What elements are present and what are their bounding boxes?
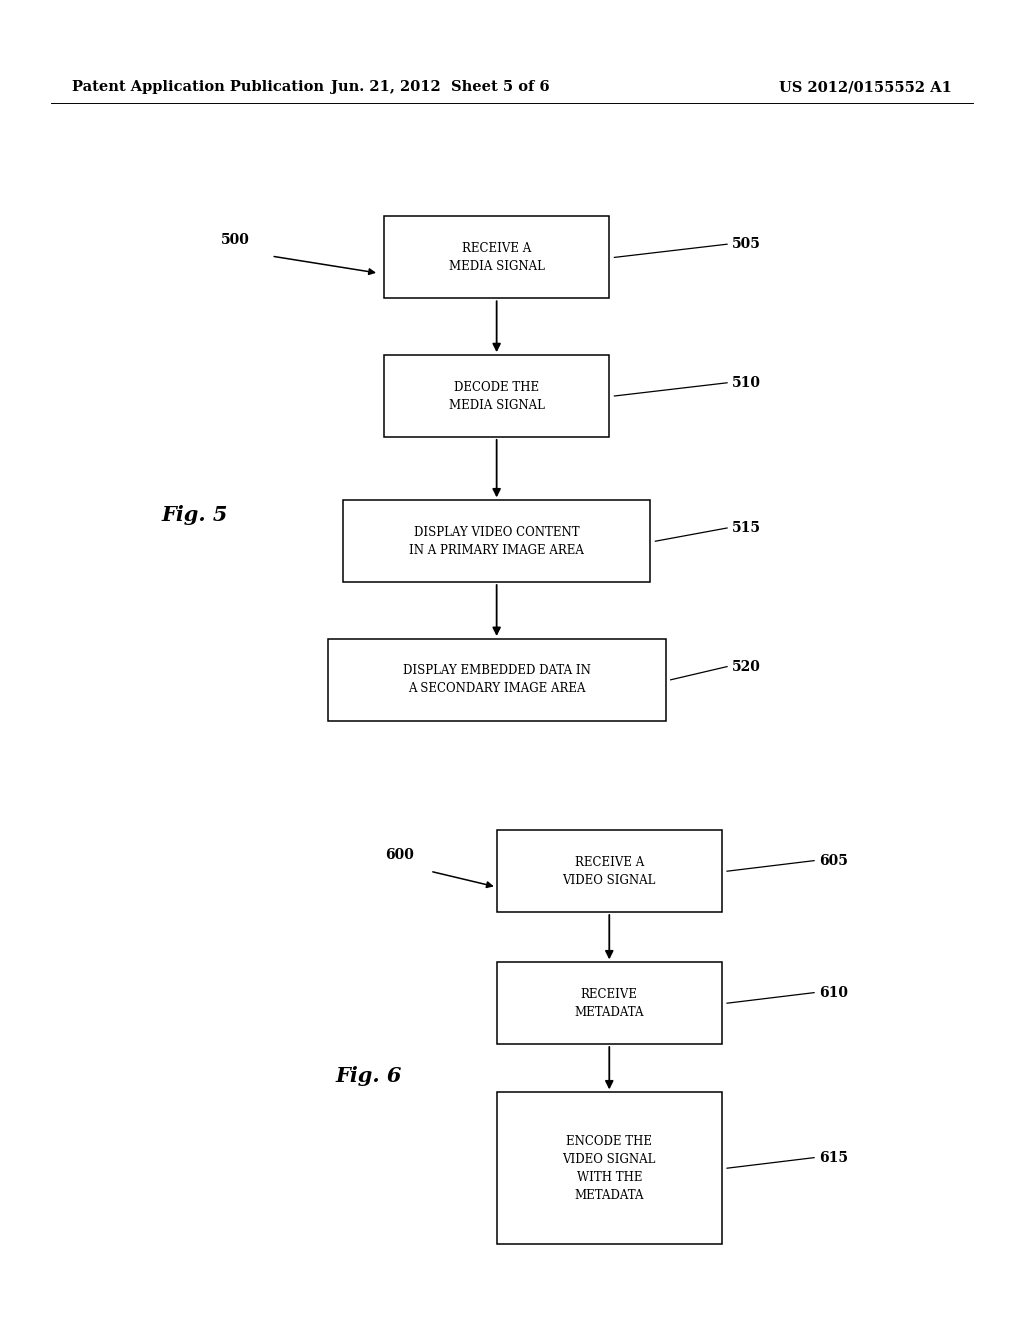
Text: Fig. 6: Fig. 6 <box>336 1065 401 1086</box>
Text: 605: 605 <box>819 854 848 867</box>
Text: Fig. 5: Fig. 5 <box>162 504 227 525</box>
Text: 600: 600 <box>385 849 414 862</box>
Text: 510: 510 <box>732 376 761 389</box>
Bar <box>384 355 609 437</box>
Text: 610: 610 <box>819 986 848 999</box>
Text: RECEIVE
METADATA: RECEIVE METADATA <box>574 987 644 1019</box>
Bar <box>328 639 666 721</box>
Text: 500: 500 <box>221 234 250 247</box>
Text: DISPLAY EMBEDDED DATA IN
A SECONDARY IMAGE AREA: DISPLAY EMBEDDED DATA IN A SECONDARY IMA… <box>402 664 591 696</box>
Text: 615: 615 <box>819 1151 848 1164</box>
Text: Patent Application Publication: Patent Application Publication <box>72 81 324 94</box>
Bar <box>343 500 650 582</box>
Text: 515: 515 <box>732 521 761 535</box>
Bar <box>497 1093 722 1243</box>
Text: US 2012/0155552 A1: US 2012/0155552 A1 <box>779 81 952 94</box>
Text: DISPLAY VIDEO CONTENT
IN A PRIMARY IMAGE AREA: DISPLAY VIDEO CONTENT IN A PRIMARY IMAGE… <box>410 525 584 557</box>
Text: DECODE THE
MEDIA SIGNAL: DECODE THE MEDIA SIGNAL <box>449 380 545 412</box>
Bar <box>497 962 722 1044</box>
Bar <box>384 216 609 298</box>
Text: ENCODE THE
VIDEO SIGNAL
WITH THE
METADATA: ENCODE THE VIDEO SIGNAL WITH THE METADAT… <box>562 1135 656 1201</box>
Bar <box>497 830 722 912</box>
Text: 505: 505 <box>732 238 761 251</box>
Text: RECEIVE A
MEDIA SIGNAL: RECEIVE A MEDIA SIGNAL <box>449 242 545 273</box>
Text: Jun. 21, 2012  Sheet 5 of 6: Jun. 21, 2012 Sheet 5 of 6 <box>331 81 550 94</box>
Text: 520: 520 <box>732 660 761 673</box>
Text: RECEIVE A
VIDEO SIGNAL: RECEIVE A VIDEO SIGNAL <box>562 855 656 887</box>
